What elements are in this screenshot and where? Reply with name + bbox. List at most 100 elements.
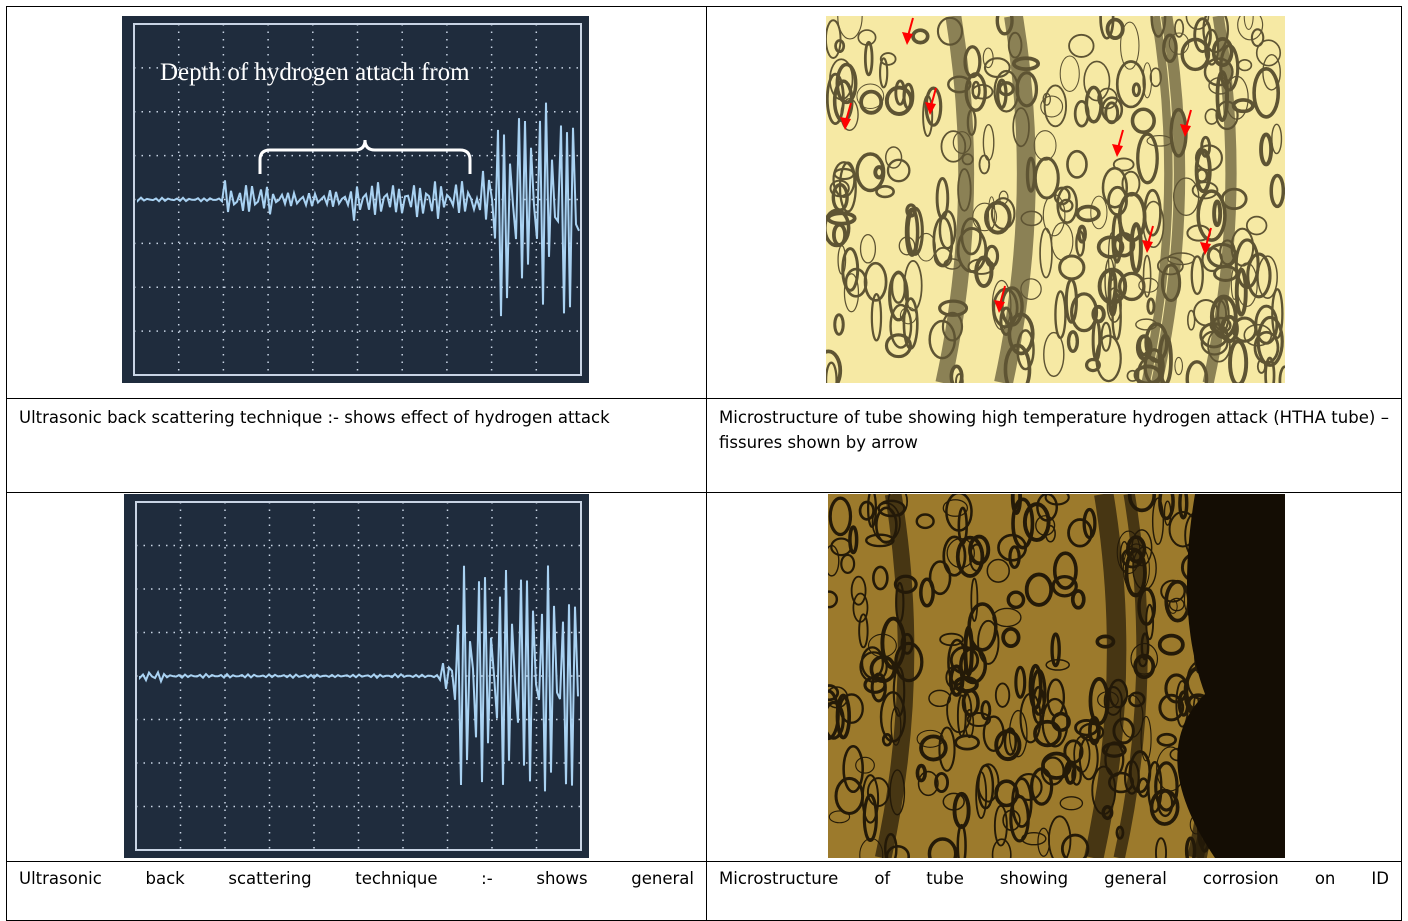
grain-boundary [1142,254,1152,298]
grain-boundary [828,496,853,537]
corroded-edge [1177,494,1285,858]
grain-boundary [906,206,924,256]
oscilloscope-image [124,494,589,858]
grain-boundary [1002,809,1021,832]
grain-boundary [1031,685,1046,725]
grain-boundary [916,232,936,262]
grain-boundary [842,744,864,794]
grain-boundary [1091,304,1106,324]
grain-boundary [899,306,917,325]
arrow [1185,109,1192,129]
dark-band [1141,16,1173,383]
grain-boundary [978,154,991,175]
grain-boundary [1160,579,1186,603]
grain-boundary [1083,60,1111,102]
grain-boundary [1001,627,1021,649]
grain-boundary [863,261,888,302]
grain-boundary [833,313,845,336]
grain-boundary [970,577,979,622]
grain-boundary [964,709,975,739]
grain-boundary [915,513,935,530]
grain-boundary [839,693,864,724]
grain-boundary [1075,204,1101,223]
grain-boundary [968,534,991,566]
grain-boundary [862,793,878,843]
grain-boundary [1121,170,1141,197]
grain-boundary [1250,28,1265,48]
microstructure-image [826,16,1285,383]
grain-boundary [947,638,967,686]
grain-boundary [1059,198,1074,213]
grain-boundary [1011,497,1035,550]
grain-boundary [994,729,1022,762]
arrow-head [994,300,1005,313]
grain-boundary [1174,356,1184,376]
arrow-head [1142,240,1153,253]
grain-boundary [1104,257,1116,305]
grain-boundary [1112,157,1135,172]
grain-boundary [1278,365,1285,383]
grain-boundary [1271,288,1284,340]
grain-boundary [924,86,943,127]
grain-boundary [945,494,973,532]
grain-boundary [870,293,883,342]
arrow [1205,227,1212,247]
grain-boundary [888,271,909,322]
grain-boundary [1252,66,1281,119]
grain-boundary [835,693,852,740]
oscilloscope-image: Depth of hydrogen attach from [122,16,589,383]
dark-band [1151,16,1186,383]
grain-boundary [1064,760,1077,785]
grain-boundary [1151,497,1165,546]
grain-boundary [840,553,856,575]
grain-boundary [1246,252,1272,299]
grain-boundary [919,577,935,608]
grain-boundary [838,161,857,213]
grain-boundary [1156,732,1177,747]
grain-boundary [1096,235,1125,259]
grain-boundary [863,40,874,77]
grain-boundary [1228,339,1249,383]
grain-boundary [1068,33,1095,58]
grain-boundary [977,619,1000,665]
screen-border [133,23,582,376]
grain-boundary [1126,369,1139,382]
grain-boundary [898,236,916,256]
grain-boundary [991,838,1012,858]
grain-boundary [1154,761,1179,812]
grain-boundary [1046,678,1066,718]
grain-boundary [1070,292,1099,333]
grain-boundary [1070,589,1086,610]
grain-boundary [975,771,988,819]
grain-boundary [942,499,969,517]
dark-band [935,16,975,383]
grain-boundary [859,89,884,115]
grain-boundary [1264,356,1276,383]
grain-boundary [956,823,967,858]
grain-boundary [875,185,895,199]
grain-boundary [830,537,853,557]
grain-boundary [915,763,927,783]
grain-boundary [946,686,973,734]
grain-boundary [858,613,869,649]
grain-boundary [858,500,875,521]
grain-boundary [1158,693,1185,722]
arrow-head [1200,242,1211,255]
grain-boundary [1024,572,1054,607]
waveform [139,565,579,792]
grain-boundary [1066,330,1080,353]
grain-boundary [1008,545,1021,570]
grain-boundary [1191,181,1219,200]
grain-boundary [828,684,840,702]
grain-boundary [993,804,1008,847]
grain-boundary [1168,597,1185,612]
grain-boundary [1059,55,1080,92]
grain-boundary [1052,551,1078,590]
grain-boundary [1088,716,1101,746]
grain-boundary [1200,135,1212,158]
grain-boundary [848,525,859,555]
grain-boundary [928,560,952,596]
arrow [999,285,1006,305]
arrow [907,17,914,37]
grain-boundary [971,83,994,100]
